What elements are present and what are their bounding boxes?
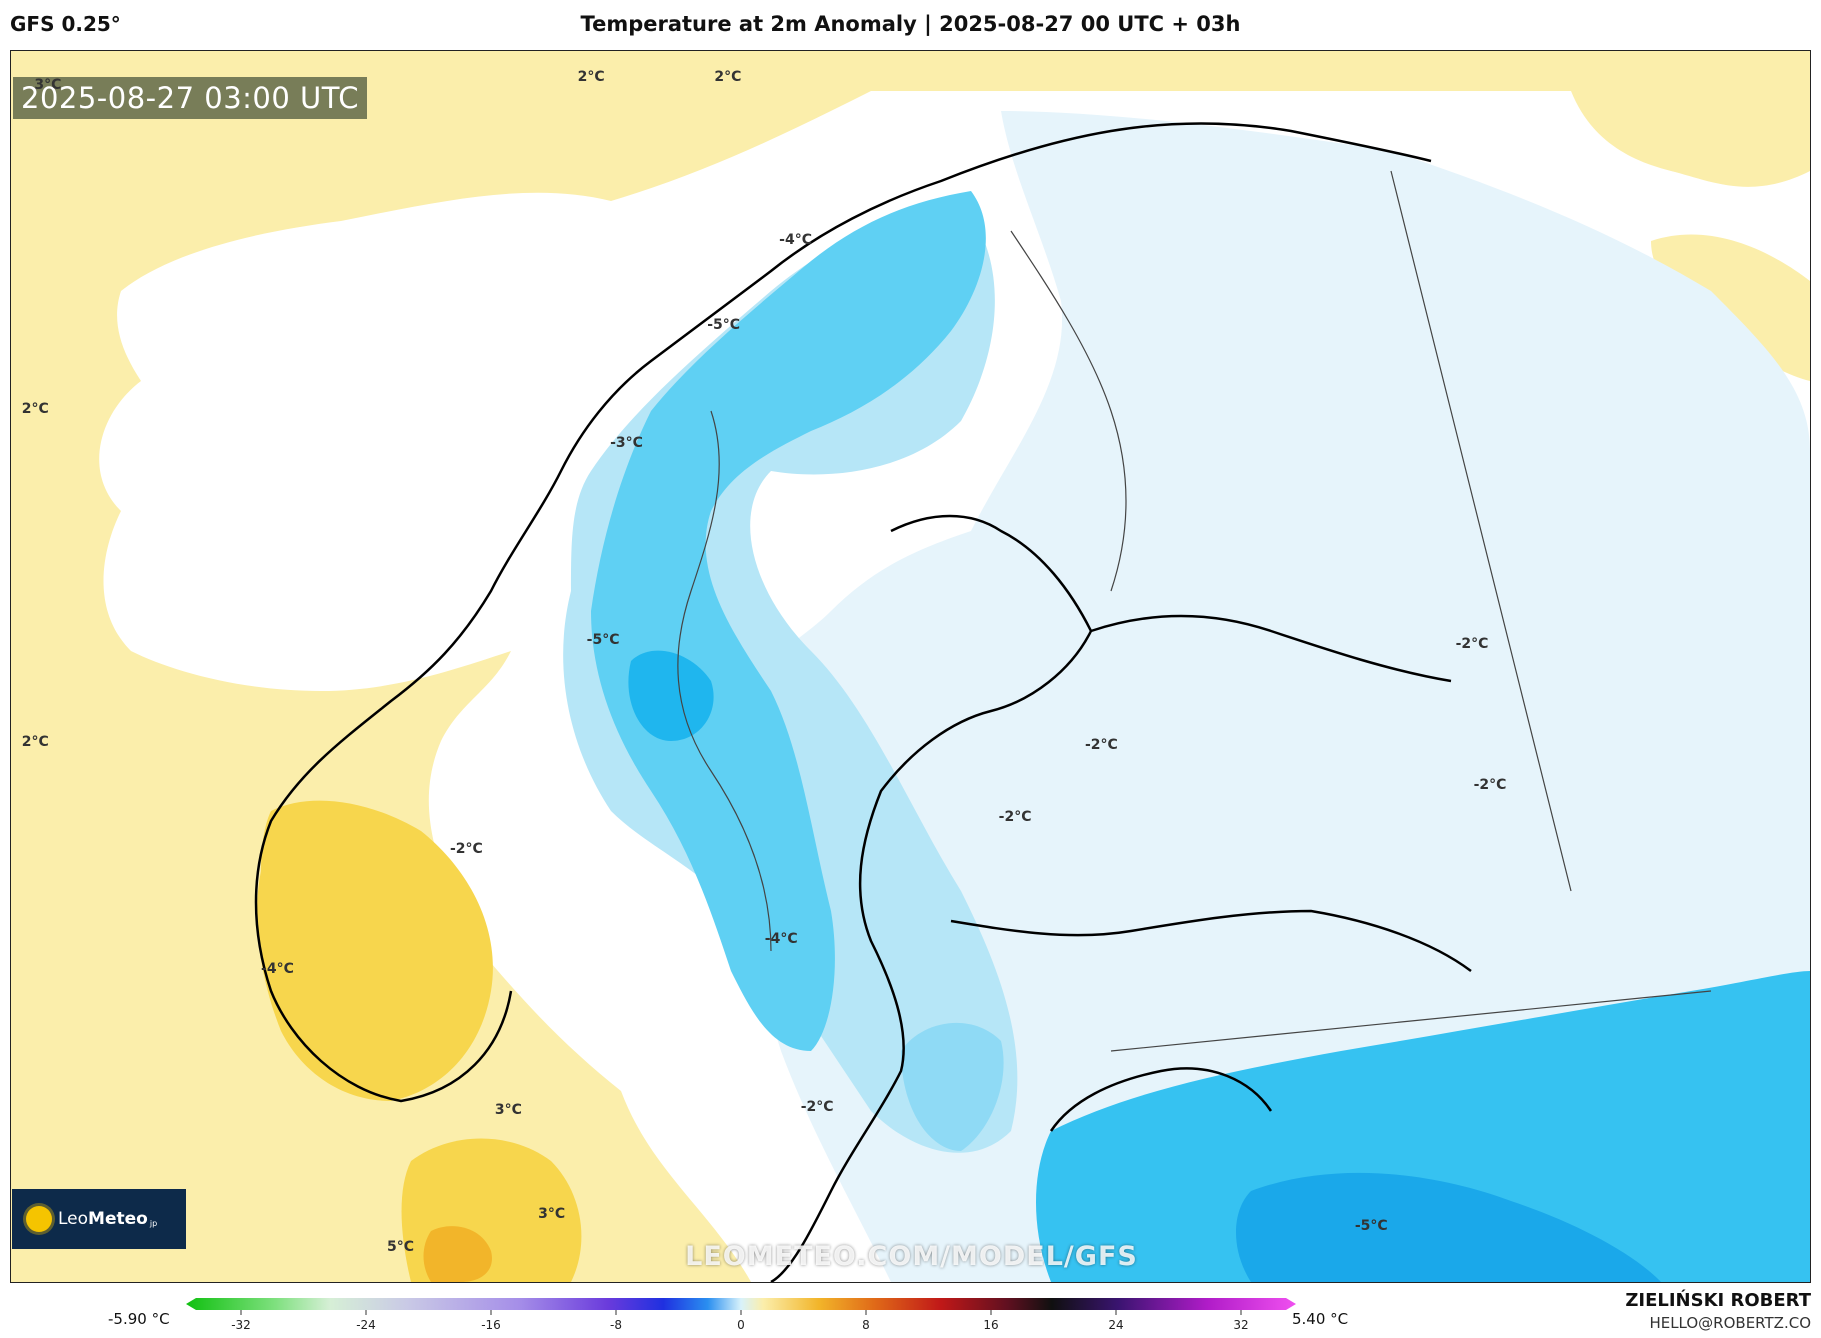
contour-label: 2°C xyxy=(21,400,49,417)
contour-label: -3°C xyxy=(610,435,643,452)
cool-region-deep xyxy=(591,191,986,1051)
colorbar-gradient xyxy=(186,1298,1296,1310)
contour-label: -2°C xyxy=(449,841,483,858)
contour-label: -2°C xyxy=(1455,635,1489,652)
leometeo-logo[interactable]: Leo Meteo jp xyxy=(12,1189,186,1249)
contour-label: -5°C xyxy=(1354,1217,1388,1234)
contour-label: -2°C xyxy=(800,1098,834,1115)
contour-label: 2°C xyxy=(21,734,49,751)
colorbar: -32 -24 -16 -8 0 8 16 24 32 xyxy=(186,1298,1296,1332)
colorbar-min-label: -5.90 °C xyxy=(108,1310,170,1328)
cool-region-deepest xyxy=(628,650,714,741)
warm-region-south-norway xyxy=(257,800,493,1101)
contour-label: -5°C xyxy=(586,632,620,649)
contour-label: 2°C xyxy=(577,69,605,86)
colorbar-tick-label: -8 xyxy=(610,1318,622,1332)
map-title: Temperature at 2m Anomaly | 2025-08-27 0… xyxy=(580,12,1241,36)
cool-region-gotland xyxy=(901,1022,1004,1151)
warm-patch-northeast xyxy=(1571,91,1810,187)
colorbar-max-label: 5.40 °C xyxy=(1292,1310,1349,1328)
timestamp-badge: 2025-08-27 03:00 UTC xyxy=(13,77,368,119)
contour-label: -4°C xyxy=(764,931,798,948)
contour-label: -4°C xyxy=(261,960,294,977)
colorbar-tick-label: -32 xyxy=(231,1318,251,1332)
border-lines xyxy=(677,170,1712,1052)
anomaly-map[interactable]: 2025-08-27 03:00 UTC 3°C 2°C 2°C 2°C 2°C -4°C… xyxy=(10,50,1811,1283)
contour-label: -4°C xyxy=(779,231,812,248)
contour-label: 3°C xyxy=(34,76,62,93)
contour-label: 3°C xyxy=(494,1102,522,1119)
contour-label: 5°C xyxy=(386,1238,414,1255)
colorbar-tick-label: 16 xyxy=(983,1318,998,1332)
warm-patch-east xyxy=(1651,234,1810,381)
sun-icon xyxy=(26,1206,52,1232)
colorbar-tick-label: 8 xyxy=(862,1318,870,1332)
logo-text-suffix: jp xyxy=(149,1218,158,1228)
cool-region-baltic-deep xyxy=(1236,1172,1661,1282)
contour-label: -2°C xyxy=(1085,736,1118,753)
map-canvas xyxy=(11,51,1810,1282)
logo-text-leo: Leo xyxy=(58,1209,89,1229)
contour-label: -2°C xyxy=(1473,777,1507,794)
colorbar-tick-label: -24 xyxy=(356,1318,376,1332)
site-watermark: LEOMETEO.COM/MODEL/GFS xyxy=(685,1241,1138,1272)
logo-text-meteo: Meteo xyxy=(88,1209,148,1229)
colorbar-ticks: -32 -24 -16 -8 0 8 16 24 32 xyxy=(231,1310,1249,1332)
contour-label: 3°C xyxy=(538,1205,566,1222)
author-name: ZIELIŃSKI ROBERT xyxy=(1625,1290,1811,1311)
model-label: GFS 0.25° xyxy=(10,12,121,36)
colorbar-tick-label: 0 xyxy=(737,1318,745,1332)
contour-label: 2°C xyxy=(714,69,742,86)
cool-region-baltic xyxy=(1036,971,1810,1282)
contour-label: -5°C xyxy=(707,316,741,333)
author-email[interactable]: HELLO@ROBERTZ.CO xyxy=(1649,1314,1811,1332)
colorbar-tick-label: -16 xyxy=(481,1318,501,1332)
contour-label: -2°C xyxy=(998,809,1032,826)
colorbar-tick-label: 24 xyxy=(1108,1318,1123,1332)
warm-region-denmark-core xyxy=(423,1226,492,1282)
coastline-scandinavia xyxy=(254,122,1472,1282)
colorbar-tick-label: 32 xyxy=(1233,1318,1248,1332)
